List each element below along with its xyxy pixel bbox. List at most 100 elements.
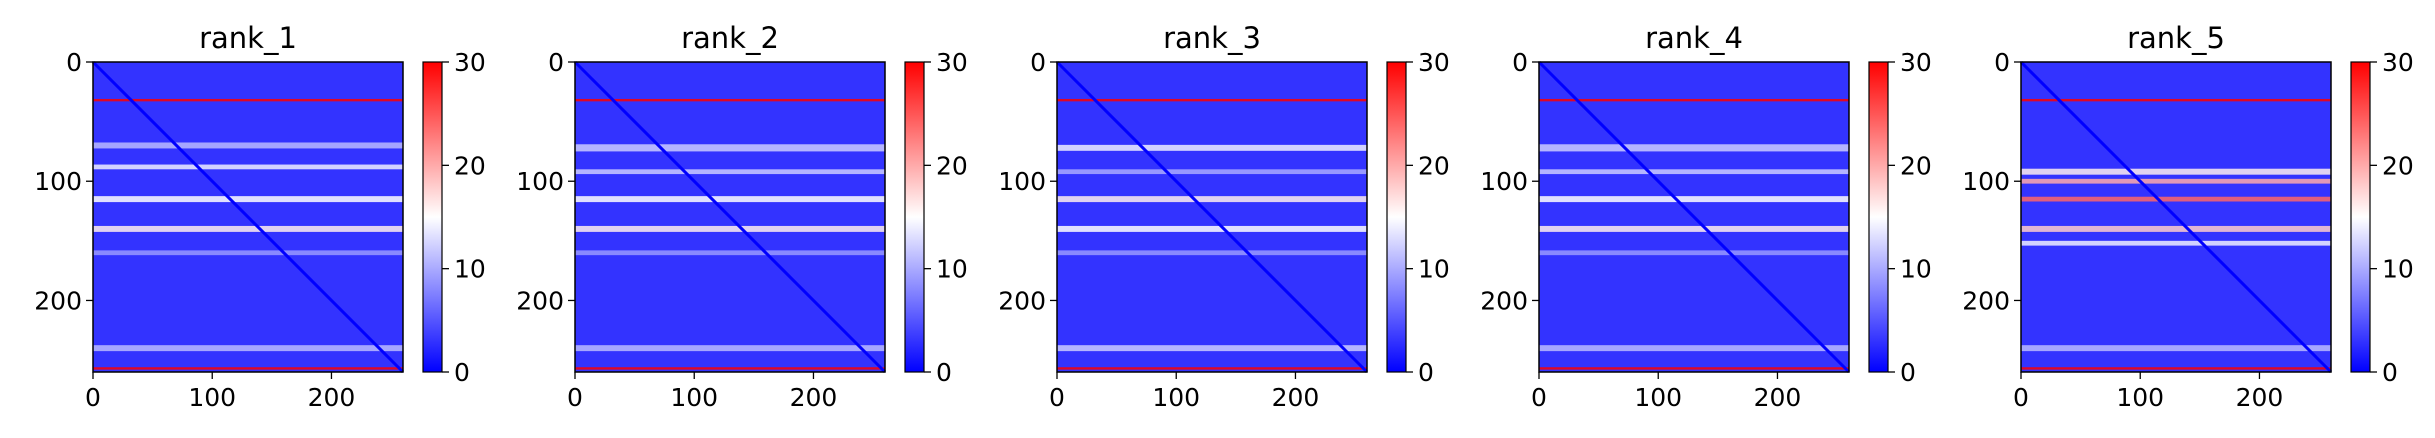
x-tick-label: 100 — [670, 383, 718, 412]
colorbar-tick-label: 30 — [936, 48, 968, 77]
heatmap-band — [93, 367, 403, 370]
heatmap-band — [1539, 225, 1849, 232]
colorbar-tick-label: 30 — [2382, 48, 2414, 77]
axes-frame — [2020, 61, 2332, 373]
chart-panel-2: rank_2 0 100 200 0 100 200 0 10 20 30 — [516, 21, 968, 412]
heatmap-band — [2021, 196, 2331, 202]
heatmap-band — [1539, 367, 1849, 370]
colorbar-tick-label: 10 — [1900, 255, 1932, 284]
heatmap-band — [1539, 196, 1849, 203]
colorbar — [1868, 61, 1889, 373]
heatmap-band — [1057, 367, 1367, 370]
heatmap-band — [1539, 98, 1849, 102]
x-tick-label: 0 — [2013, 383, 2029, 412]
colorbar-tick-label: 0 — [936, 358, 952, 387]
colorbar-tick-label: 20 — [936, 151, 968, 180]
heatmap-band — [1057, 225, 1367, 232]
chart-title: rank_3 — [1163, 21, 1261, 55]
colorbar-tick-label: 30 — [454, 48, 486, 77]
y-tick-label: 200 — [998, 286, 1046, 315]
axes-frame — [1056, 61, 1368, 373]
heatmap-band — [93, 142, 403, 149]
colorbar-tick-label: 10 — [454, 255, 486, 284]
heatmap-band — [1057, 144, 1367, 151]
heatmap-band — [1057, 196, 1367, 203]
colorbar-tick-label: 20 — [2382, 151, 2414, 180]
heatmap-diagonal — [91, 60, 405, 374]
x-tick-label: 100 — [2116, 383, 2164, 412]
colorbar — [904, 61, 925, 373]
x-tick-label: 100 — [188, 383, 236, 412]
y-tick-label: 200 — [34, 286, 82, 315]
heatmap-band — [1057, 345, 1367, 352]
heatmap-diagonal — [2019, 60, 2333, 374]
heatmap-band — [93, 250, 403, 256]
y-tick-label: 100 — [998, 167, 1046, 196]
colorbar-tick-label: 0 — [1418, 358, 1434, 387]
heatmap-band — [575, 367, 885, 370]
heatmap-band — [2021, 168, 2331, 175]
x-tick-label: 0 — [567, 383, 583, 412]
x-tick-label: 0 — [85, 383, 101, 412]
heatmap-band — [1057, 169, 1367, 175]
y-tick-label: 0 — [548, 48, 564, 77]
colorbar-tick-label: 0 — [2382, 358, 2398, 387]
colorbar-tick-label: 20 — [1418, 151, 1450, 180]
heatmap-band — [93, 225, 403, 232]
x-tick-label: 100 — [1152, 383, 1200, 412]
heatmap-band — [575, 169, 885, 175]
x-tick-label: 200 — [1272, 383, 1320, 412]
x-tick-label: 0 — [1531, 383, 1547, 412]
y-tick-label: 200 — [1962, 286, 2010, 315]
heatmap-band — [2021, 345, 2331, 352]
chart-title: rank_2 — [681, 21, 779, 55]
colorbar-tick-label: 30 — [1900, 48, 1932, 77]
heatmap-diagonal — [573, 60, 887, 374]
x-tick-label: 200 — [2236, 383, 2284, 412]
colorbar-tick-label: 10 — [1418, 255, 1450, 284]
heatmap-band — [93, 196, 403, 203]
colorbar — [1386, 61, 1407, 373]
heatmap-band — [1539, 144, 1849, 152]
chart-panel-5: rank_5 0 100 200 0 100 200 0 10 20 30 — [1962, 21, 2414, 412]
y-tick-label: 200 — [516, 286, 564, 315]
chart-title: rank_5 — [2127, 21, 2225, 55]
y-tick-label: 0 — [1512, 48, 1528, 77]
colorbar-tick-label: 10 — [2382, 255, 2414, 284]
chart-title: rank_1 — [199, 21, 297, 55]
heatmap-band — [1539, 250, 1849, 256]
colorbar — [2350, 61, 2371, 373]
heatmap-band — [93, 98, 403, 102]
heatmap-band — [575, 98, 885, 102]
heatmap-band — [575, 144, 885, 152]
colorbar-tick-label: 0 — [1900, 358, 1916, 387]
chart-panel-1: rank_1 0 100 200 0 100 200 0 10 20 30 — [34, 21, 486, 412]
axes-frame — [92, 61, 404, 373]
y-tick-label: 100 — [516, 167, 564, 196]
heatmap-band — [1057, 250, 1367, 256]
y-tick-label: 100 — [34, 167, 82, 196]
axes-frame — [574, 61, 886, 373]
heatmap-band — [1539, 345, 1849, 352]
colorbar-tick-label: 20 — [1900, 151, 1932, 180]
chart-panel-3: rank_3 0 100 200 0 100 200 0 10 20 30 — [998, 21, 1450, 412]
heatmap-band — [2021, 178, 2331, 184]
heatmap-band — [1057, 98, 1367, 102]
heatmap-band — [575, 225, 885, 232]
x-tick-label: 200 — [790, 383, 838, 412]
y-tick-label: 200 — [1480, 286, 1528, 315]
heatmap-band — [93, 164, 403, 170]
heatmap-band — [2021, 225, 2331, 232]
colorbar-tick-label: 0 — [454, 358, 470, 387]
x-tick-label: 0 — [1049, 383, 1065, 412]
heatmap-band — [93, 345, 403, 352]
heatmap-band — [575, 345, 885, 352]
x-tick-label: 100 — [1634, 383, 1682, 412]
heatmap-band — [2021, 367, 2331, 370]
colorbar — [422, 61, 443, 373]
y-tick-label: 100 — [1480, 167, 1528, 196]
heatmap-diagonal — [1055, 60, 1369, 374]
heatmap-band — [1539, 169, 1849, 175]
colorbar-tick-label: 20 — [454, 151, 486, 180]
